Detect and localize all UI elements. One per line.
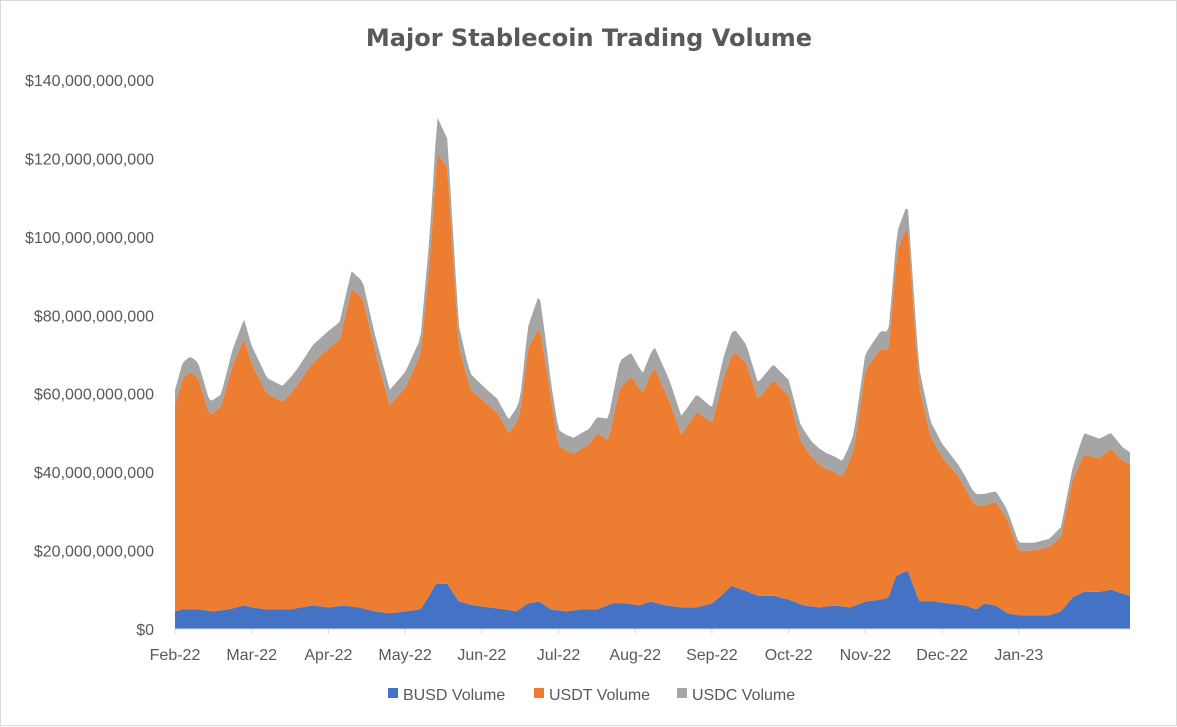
- plot-areas: [175, 117, 1130, 629]
- x-axis: Feb-22 Mar-22 Apr-22 May-22 Jun-22 Jul-22 Aug-…: [150, 628, 1130, 664]
- area-usdt-volume: [175, 153, 1130, 616]
- legend-label-usdt-volume: USDT Volume: [549, 687, 650, 704]
- y-tick-label: $140,000,000,000: [25, 73, 154, 90]
- legend-label-usdc-volume: USDC Volume: [692, 687, 795, 704]
- x-tick-label: Apr-22: [304, 647, 352, 664]
- x-tick-label: Feb-22: [150, 647, 201, 664]
- legend-swatch-usdt-volume: [534, 688, 544, 698]
- x-tick-label: May-22: [378, 647, 431, 664]
- y-tick-label: $100,000,000,000: [25, 230, 154, 247]
- y-tick-label: $120,000,000,000: [25, 151, 154, 168]
- area-busd-volume: [175, 571, 1130, 629]
- x-tick-label: Aug-22: [609, 647, 661, 664]
- y-tick-label: $80,000,000,000: [34, 308, 154, 325]
- y-tick-label: $20,000,000,000: [34, 544, 154, 561]
- x-tick-label: Jul-22: [537, 647, 581, 664]
- legend: BUSD Volume USDT Volume USDC Volume: [388, 687, 795, 704]
- legend-swatch-usdc-volume: [677, 688, 687, 698]
- x-tick-label: Mar-22: [226, 647, 277, 664]
- x-tick-label: Jun-22: [457, 647, 506, 664]
- chart-title: Major Stablecoin Trading Volume: [366, 24, 812, 52]
- y-tick-label: $0: [136, 622, 154, 639]
- x-tick-label: Sep-22: [686, 647, 738, 664]
- legend-label-busd-volume: BUSD Volume: [403, 687, 505, 704]
- y-axis: $0 $20,000,000,000 $40,000,000,000 $60,000,…: [25, 73, 154, 639]
- x-tick-label: Oct-22: [765, 647, 813, 664]
- legend-swatch-busd-volume: [388, 688, 398, 698]
- x-tick-label: Jan-23: [994, 647, 1043, 664]
- x-tick-label: Dec-22: [916, 647, 968, 664]
- y-tick-label: $60,000,000,000: [34, 387, 154, 404]
- y-tick-label: $40,000,000,000: [34, 465, 154, 482]
- x-tick-label: Nov-22: [840, 647, 892, 664]
